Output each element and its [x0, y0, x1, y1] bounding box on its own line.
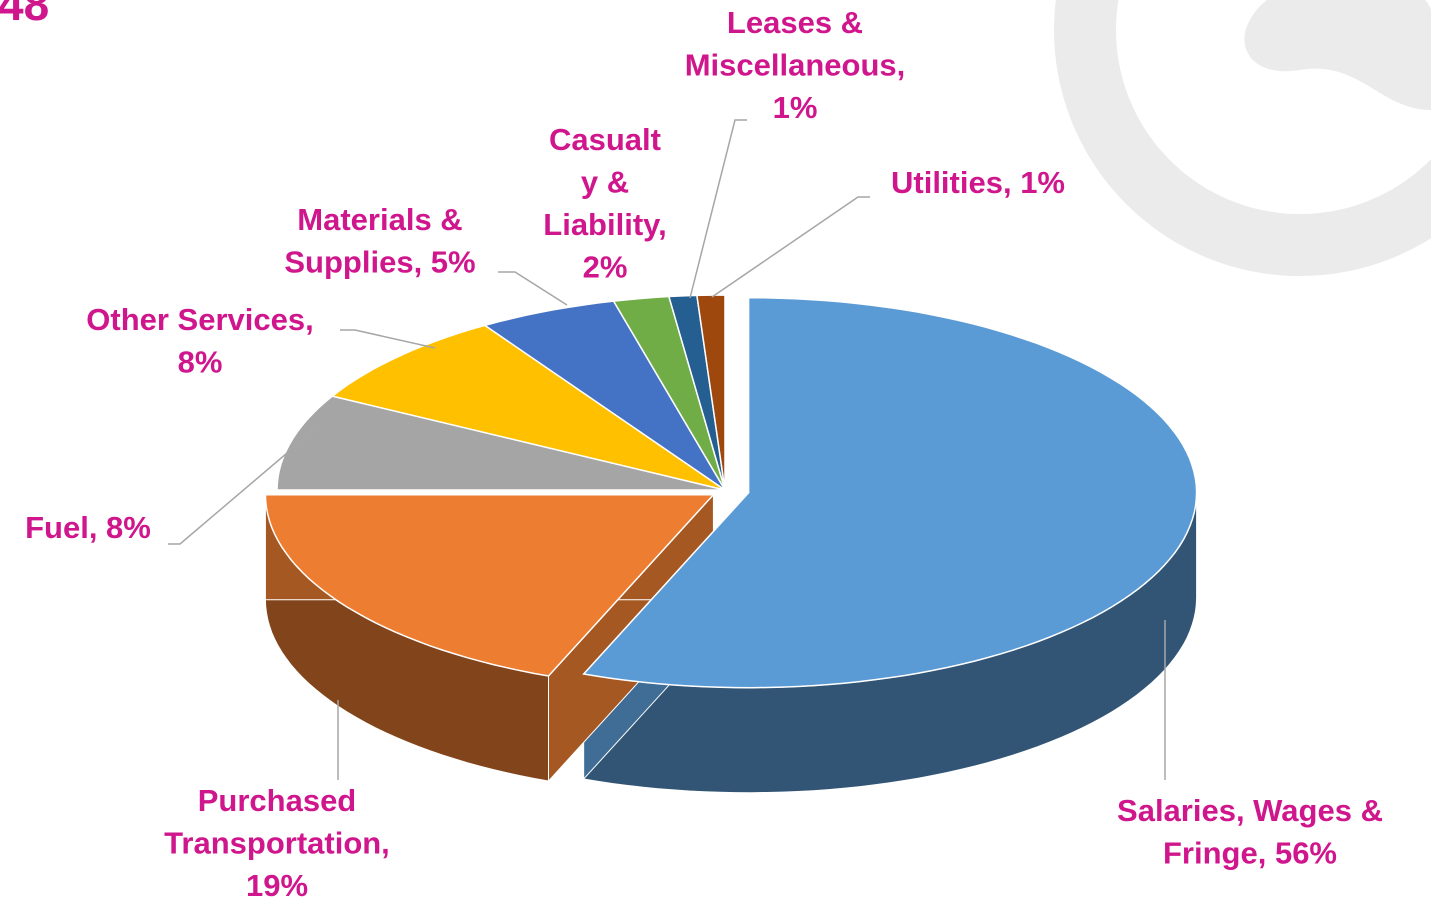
data-label: Utilities, 1%	[891, 165, 1065, 200]
data-label: Materials &	[297, 202, 462, 237]
slice	[264, 493, 716, 677]
data-label: Other Services,	[86, 302, 313, 337]
decor-blob	[1244, 0, 1431, 110]
data-labels: Salaries, Wages & Fringe, 56% Purchased Tra…	[25, 5, 1383, 903]
data-label: Miscellaneous,	[685, 48, 906, 83]
slice	[582, 296, 1198, 689]
slice	[276, 395, 726, 491]
data-label: y &	[581, 165, 629, 200]
data-label: Fuel, 8%	[25, 510, 151, 545]
leader-line	[340, 329, 436, 349]
slice	[483, 300, 726, 491]
data-label: 2%	[583, 250, 628, 285]
leader-line	[168, 424, 321, 545]
data-label: 19%	[246, 868, 308, 903]
data-label: 1%	[773, 90, 818, 125]
data-label: Liability,	[543, 207, 666, 242]
slice	[330, 324, 726, 491]
leader-line	[711, 196, 870, 298]
slice	[696, 294, 726, 491]
data-label: 8%	[178, 345, 223, 380]
leader-line	[689, 119, 747, 299]
data-label: Salaries, Wages &	[1117, 793, 1383, 828]
leader-line	[498, 271, 568, 306]
data-label: Transportation,	[164, 826, 390, 861]
data-label: Supplies, 5%	[284, 245, 475, 280]
decoration	[1054, 0, 1431, 276]
data-label: Fringe, 56%	[1163, 836, 1337, 871]
decor-ring	[1054, 0, 1431, 276]
data-label: Purchased	[198, 783, 357, 818]
data-label: Leases &	[727, 5, 863, 40]
page-number: 48	[0, 0, 49, 30]
pie-tops	[264, 294, 1198, 689]
data-label: Casualt	[549, 122, 661, 157]
